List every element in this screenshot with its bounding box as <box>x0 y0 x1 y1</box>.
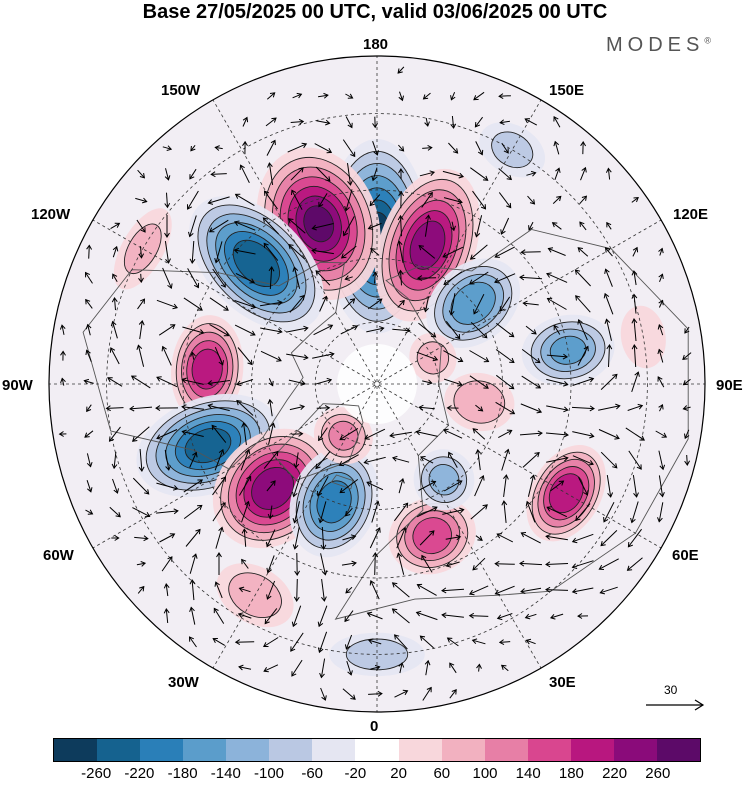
colorbar-swatch-12 <box>571 739 614 761</box>
lon-label-90W: 90W <box>2 377 33 395</box>
reference-vector-label: 30 <box>664 683 677 697</box>
colorbar-swatch-4 <box>226 739 269 761</box>
colorbar-swatch-14 <box>657 739 700 761</box>
colorbar-tick-label-6: -20 <box>345 765 367 782</box>
lon-label-120E: 120E <box>673 206 708 224</box>
wind-arrow <box>89 245 90 258</box>
wind-arrow <box>495 564 515 565</box>
lon-label-60W: 60W <box>43 547 74 565</box>
colorbar-swatch-7 <box>355 739 398 761</box>
colorbar-swatch-11 <box>528 739 571 761</box>
colorbar <box>53 738 701 762</box>
colorbar-swatch-10 <box>485 739 528 761</box>
wind-arrow <box>292 434 303 435</box>
colorbar-swatch-1 <box>97 739 140 761</box>
lon-label-30W: 30W <box>168 674 199 692</box>
colorbar-labels: -260 -220 -180 -140 -100 -60 -20 20 60 100 140 180 2… <box>0 765 750 783</box>
colorbar-tick-label-3: -140 <box>211 765 241 782</box>
colorbar-swatch-3 <box>183 739 226 761</box>
colorbar-tick-label-12: 220 <box>602 765 627 782</box>
colorbar-swatch-13 <box>614 739 657 761</box>
lon-label-150W: 150W <box>161 82 200 100</box>
colorbar-tick-label-2: -180 <box>168 765 198 782</box>
colorbar-tick-label-11: 180 <box>559 765 584 782</box>
colorbar-tick-label-1: -220 <box>124 765 154 782</box>
wind-arrow <box>297 579 298 601</box>
lon-label-60E: 60E <box>672 547 699 565</box>
colorbar-tick-label-5: -60 <box>301 765 323 782</box>
colorbar-tick-label-8: 60 <box>433 765 450 782</box>
lon-label-120W: 120W <box>31 206 70 224</box>
lon-label-0: 0 <box>370 718 378 736</box>
colorbar-tick-label-4: -100 <box>254 765 284 782</box>
wind-arrow <box>375 553 376 575</box>
brand-text: MODES <box>606 34 704 56</box>
colorbar-tick-label-10: 140 <box>516 765 541 782</box>
lon-label-150E: 150E <box>549 82 584 100</box>
wind-arrow <box>521 252 540 253</box>
colorbar-swatch-8 <box>399 739 442 761</box>
brand-mark: ® <box>704 35 711 45</box>
anomaly-field <box>49 56 705 712</box>
colorbar-swatch-0 <box>54 739 97 761</box>
colorbar-tick-label-7: 20 <box>390 765 407 782</box>
colorbar-swatch-9 <box>442 739 485 761</box>
map-title: Base 27/05/2025 00 UTC, valid 03/06/2025… <box>0 0 750 24</box>
colorbar-tick-label-9: 100 <box>472 765 497 782</box>
wind-arrow <box>499 96 511 97</box>
colorbar-swatch-2 <box>140 739 183 761</box>
lon-label-90E: 90E <box>716 377 743 395</box>
brand-logo: MODES® <box>606 34 711 57</box>
colorbar-swatch-6 <box>312 739 355 761</box>
colorbar-tick-label-0: -260 <box>81 765 111 782</box>
anomaly-contour <box>346 639 407 670</box>
lon-label-180: 180 <box>363 36 388 54</box>
colorbar-tick-label-13: 260 <box>645 765 670 782</box>
lon-label-30E: 30E <box>549 674 576 692</box>
colorbar-swatch-5 <box>269 739 312 761</box>
reference-vector-arrow <box>645 698 707 712</box>
